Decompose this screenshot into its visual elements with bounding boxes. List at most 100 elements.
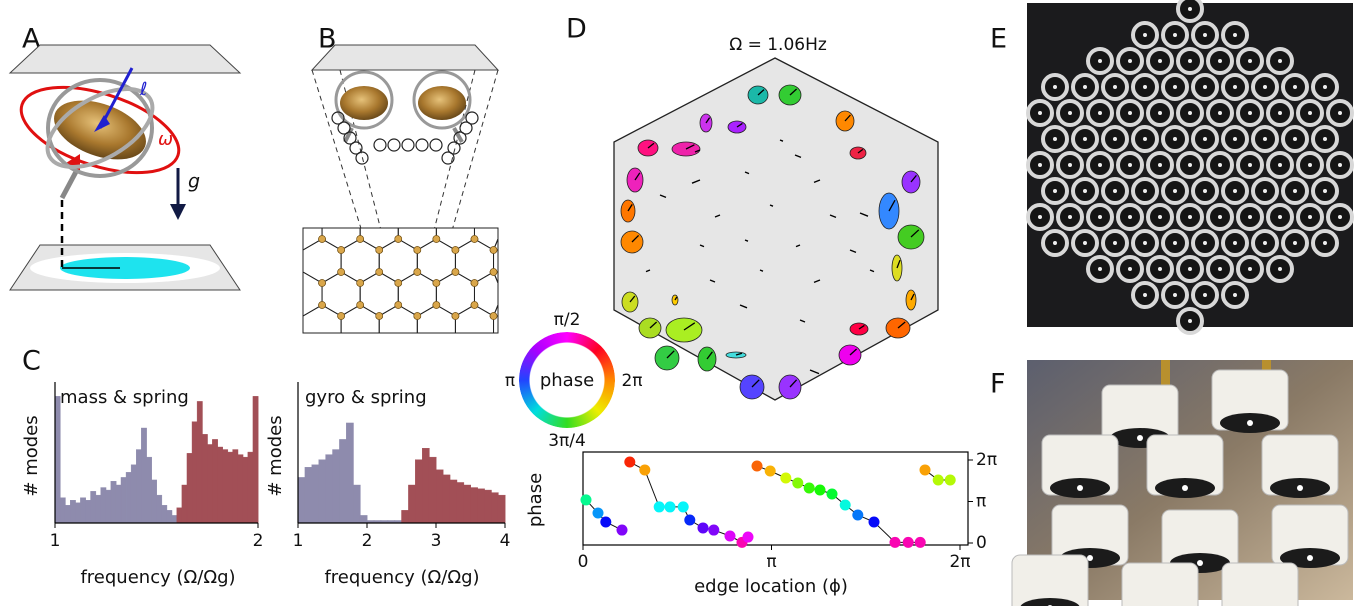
histogram-bar	[346, 422, 354, 524]
phase-point	[944, 474, 956, 486]
mode-displacement	[647, 142, 655, 149]
phase-point	[868, 516, 880, 528]
plot-frame	[582, 451, 969, 546]
mode-displacement	[857, 148, 864, 154]
histogram-bar	[141, 427, 147, 524]
spring-coil	[337, 121, 351, 135]
x-tick-label: 2	[253, 531, 264, 551]
puck-center	[1038, 111, 1042, 115]
panel-label: E	[990, 24, 1007, 55]
histogram-bar	[435, 469, 444, 524]
annotation: ℓ	[139, 79, 147, 100]
puck-center	[1128, 267, 1132, 271]
phase-point	[839, 499, 851, 511]
mode-displacement	[744, 171, 750, 175]
puck-center	[1323, 137, 1327, 141]
phase-point	[697, 522, 709, 534]
lattice-node	[413, 312, 422, 320]
puck-center	[1263, 189, 1267, 193]
lattice-node	[375, 246, 384, 254]
spring-coil	[441, 151, 455, 165]
mode-displacement	[844, 114, 851, 122]
gyroscope-diagram	[8, 44, 242, 291]
wheel-label: π/2	[554, 310, 581, 330]
histogram-bar	[196, 401, 203, 524]
puck-center	[1128, 59, 1132, 63]
histogram-bar	[297, 477, 306, 524]
histogram-bar	[463, 484, 472, 524]
lattice-node	[432, 301, 441, 309]
lattice-node	[318, 301, 326, 309]
mode-displacement	[714, 214, 721, 218]
puck-center	[1143, 33, 1147, 37]
phase-point	[742, 531, 754, 543]
phase-point	[919, 464, 931, 476]
mode-displacement	[685, 144, 695, 150]
mode-displacement	[849, 249, 857, 254]
puck-center	[1233, 137, 1237, 141]
x-axis-label: frequency (Ω/Ωg)	[324, 567, 479, 588]
lattice-node	[451, 246, 460, 254]
mode-displacement	[683, 322, 696, 331]
lattice-node	[451, 312, 460, 320]
histogram-bar	[359, 515, 368, 524]
mode-displacement	[735, 352, 743, 356]
lattice-node	[413, 268, 422, 276]
histogram-bar	[227, 451, 234, 524]
histogram-bar	[217, 446, 223, 524]
histogram-bar	[491, 492, 499, 524]
histogram-bar	[207, 444, 213, 524]
puck-center	[1173, 137, 1177, 141]
histogram-bar	[130, 464, 137, 524]
histogram-bar	[252, 396, 259, 524]
mode-displacement	[759, 269, 764, 272]
cylinder-dot	[1247, 420, 1253, 426]
histogram-bar	[90, 491, 97, 524]
spring-coil	[343, 131, 357, 145]
puck-center	[1248, 215, 1252, 219]
phase-point	[932, 474, 944, 486]
puck-center	[1143, 137, 1147, 141]
puck-center	[1233, 85, 1237, 89]
puck-center	[1128, 163, 1132, 167]
histogram-bar	[339, 439, 347, 524]
puck-center	[1098, 59, 1102, 63]
puck-center	[1338, 163, 1342, 167]
puck-center	[1188, 215, 1192, 219]
puck-center	[1158, 111, 1162, 115]
phase-point	[592, 507, 604, 519]
puck-center	[1068, 215, 1072, 219]
puck-center	[1233, 293, 1237, 297]
phase-point	[708, 524, 720, 536]
histogram-bar	[115, 484, 122, 524]
panel-label: F	[990, 369, 1006, 400]
mode-displacement	[649, 321, 658, 329]
puck-center	[1293, 85, 1297, 89]
spring-coil	[415, 138, 429, 152]
chart-title: mass & spring	[60, 387, 189, 408]
mode-displacement	[699, 244, 705, 248]
histogram-bar	[59, 497, 66, 524]
mode-displacement	[705, 117, 711, 124]
histogram-bar	[497, 494, 506, 524]
puck-center	[1158, 59, 1162, 63]
phase-point	[653, 501, 665, 513]
wheel-label: 3π/4	[548, 431, 586, 451]
histogram-bar	[70, 500, 76, 524]
histogram-bar	[120, 477, 127, 524]
histogram-bar	[146, 456, 152, 524]
phase-point	[639, 464, 651, 476]
x-axis-label: edge location (ϕ)	[694, 576, 848, 597]
phase-point	[814, 484, 826, 496]
puck-center	[1218, 267, 1222, 271]
puck-center	[1068, 163, 1072, 167]
mode-displacement	[757, 89, 765, 96]
puck-center	[1203, 85, 1207, 89]
histogram-bar	[353, 484, 361, 524]
puck-center	[1293, 137, 1297, 141]
mode-displacement	[859, 212, 869, 217]
x-tick-label: 3	[431, 531, 442, 551]
puck-center	[1113, 137, 1117, 141]
puck-center	[1053, 241, 1057, 245]
